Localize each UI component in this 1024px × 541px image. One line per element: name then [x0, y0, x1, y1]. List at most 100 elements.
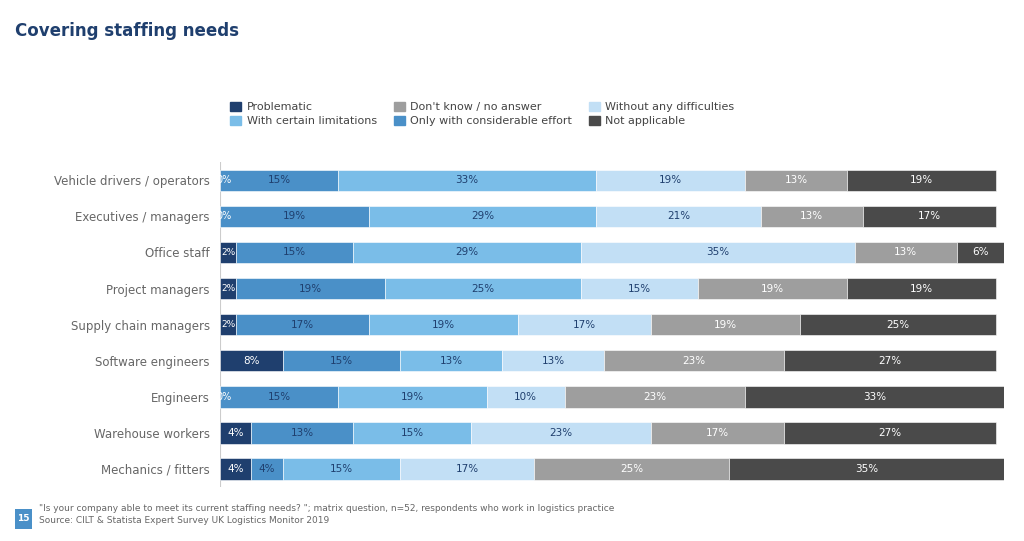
Text: 2%: 2% [221, 284, 236, 293]
Text: 17%: 17% [572, 320, 596, 329]
Bar [847, 169, 995, 191]
Bar [800, 314, 995, 335]
Text: 35%: 35% [855, 464, 878, 474]
Bar [338, 386, 486, 407]
Bar [847, 278, 995, 299]
Text: 21%: 21% [667, 212, 690, 221]
Text: 19%: 19% [909, 175, 933, 186]
Bar [220, 206, 369, 227]
Text: "Is your company able to meet its current staffing needs? "; matrix question, n=: "Is your company able to meet its curren… [39, 504, 614, 513]
Text: 33%: 33% [456, 175, 478, 186]
Bar [236, 314, 369, 335]
Bar [761, 206, 862, 227]
Bar [220, 242, 236, 263]
Bar [353, 422, 471, 444]
Text: 29%: 29% [456, 247, 478, 258]
Text: 35%: 35% [706, 247, 729, 258]
Text: 19%: 19% [432, 320, 455, 329]
Text: 13%: 13% [894, 247, 918, 258]
Bar [471, 422, 651, 444]
Text: 0%: 0% [216, 212, 231, 221]
Bar [596, 206, 761, 227]
Bar [581, 242, 855, 263]
Bar [502, 350, 604, 372]
Text: 4%: 4% [227, 464, 244, 474]
Bar [651, 314, 800, 335]
Text: 19%: 19% [283, 212, 306, 221]
Bar [486, 386, 565, 407]
Bar [956, 242, 1004, 263]
Bar [369, 206, 596, 227]
Text: 4%: 4% [227, 428, 244, 438]
Bar [252, 458, 283, 480]
Bar [400, 350, 502, 372]
Bar [369, 314, 518, 335]
Text: 25%: 25% [620, 464, 643, 474]
Text: 13%: 13% [439, 355, 463, 366]
Bar [283, 350, 400, 372]
Bar [338, 169, 596, 191]
Text: 15%: 15% [628, 283, 651, 294]
Text: 23%: 23% [683, 355, 706, 366]
Bar [220, 458, 252, 480]
Text: 23%: 23% [643, 392, 667, 402]
Bar [220, 386, 338, 407]
Bar [534, 458, 729, 480]
Bar [565, 386, 745, 407]
Bar [784, 350, 995, 372]
Text: 15%: 15% [267, 175, 291, 186]
Text: 17%: 17% [918, 212, 941, 221]
Text: 0%: 0% [216, 175, 231, 186]
Legend: Problematic, With certain limitations, Don't know / no answer, Only with conside: Problematic, With certain limitations, D… [225, 97, 739, 131]
Bar [220, 314, 236, 335]
Text: 0%: 0% [216, 392, 231, 402]
Bar [698, 278, 847, 299]
Text: 19%: 19% [299, 283, 322, 294]
Bar [745, 386, 1004, 407]
Text: 15%: 15% [267, 392, 291, 402]
Bar [220, 169, 338, 191]
Bar [220, 350, 283, 372]
Text: 15%: 15% [400, 428, 424, 438]
Text: 13%: 13% [784, 175, 808, 186]
Bar [400, 458, 534, 480]
Bar [862, 206, 995, 227]
Text: 19%: 19% [714, 320, 737, 329]
Bar [855, 242, 956, 263]
Bar [651, 422, 784, 444]
Text: 27%: 27% [879, 428, 901, 438]
Bar [604, 350, 784, 372]
Bar [220, 278, 236, 299]
Text: 19%: 19% [400, 392, 424, 402]
Text: 13%: 13% [800, 212, 823, 221]
Text: 25%: 25% [886, 320, 909, 329]
Text: 17%: 17% [706, 428, 729, 438]
Text: 13%: 13% [291, 428, 314, 438]
Bar [236, 242, 353, 263]
Text: 2%: 2% [221, 320, 236, 329]
Bar [353, 242, 581, 263]
Text: 4%: 4% [259, 464, 275, 474]
Text: 33%: 33% [862, 392, 886, 402]
Bar [518, 314, 651, 335]
Text: Covering staffing needs: Covering staffing needs [15, 22, 240, 39]
Bar [252, 422, 353, 444]
Text: 25%: 25% [471, 283, 495, 294]
Bar [385, 278, 581, 299]
Bar [236, 278, 385, 299]
Text: 13%: 13% [542, 355, 564, 366]
Text: 17%: 17% [456, 464, 478, 474]
Text: 23%: 23% [549, 428, 572, 438]
Text: 19%: 19% [659, 175, 682, 186]
Bar [283, 458, 400, 480]
Text: 15%: 15% [283, 247, 306, 258]
Bar [745, 169, 847, 191]
Text: Source: CILT & Statista Expert Survey UK Logistics Monitor 2019: Source: CILT & Statista Expert Survey UK… [39, 516, 329, 525]
Text: 2%: 2% [221, 248, 236, 257]
Bar [581, 278, 698, 299]
Bar [596, 169, 745, 191]
Text: 27%: 27% [879, 355, 901, 366]
Text: 6%: 6% [972, 247, 988, 258]
Bar [220, 422, 252, 444]
Bar [784, 422, 995, 444]
